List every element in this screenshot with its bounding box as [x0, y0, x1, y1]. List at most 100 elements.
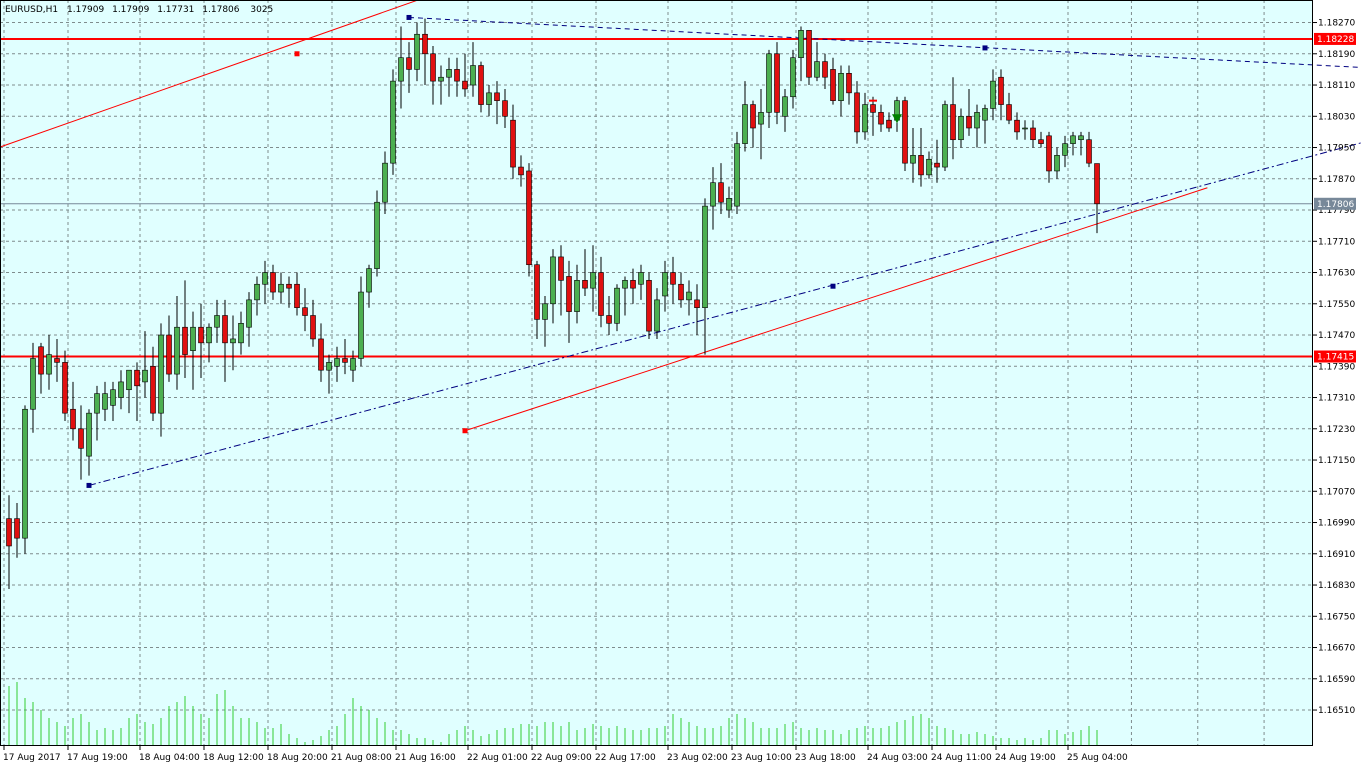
header-open: 1.17909 [67, 5, 104, 15]
candle [118, 370, 124, 410]
candle [542, 295, 548, 347]
candle-body [302, 307, 308, 316]
candle [254, 276, 260, 316]
candle-body [214, 315, 220, 328]
candle-body [62, 362, 68, 414]
price-tick-label: 1.17870 [1318, 175, 1355, 185]
candle [862, 92, 868, 140]
candle-body [550, 256, 556, 305]
candle-body [294, 283, 300, 308]
candle-body [310, 315, 316, 340]
candle [662, 260, 668, 312]
candle [326, 354, 332, 394]
time-tick-label: 22 Aug 09:00 [531, 753, 592, 763]
candle [614, 284, 620, 332]
candle [838, 65, 844, 117]
candle [446, 57, 452, 97]
header-symbol: EURUSD,H1 [5, 5, 58, 15]
candles [6, 18, 1100, 589]
time-tick-label: 24 Aug 19:00 [995, 753, 1056, 763]
candle-body [70, 408, 76, 430]
candle [702, 198, 708, 355]
candle-body [278, 283, 284, 293]
candle-body [750, 104, 756, 129]
candle-body [526, 170, 532, 266]
candle [318, 323, 324, 382]
candle [382, 151, 388, 214]
candle-body [614, 287, 620, 324]
candle-body [726, 198, 732, 211]
candle-body [646, 280, 652, 332]
candle [726, 186, 732, 218]
candle [46, 335, 52, 390]
candle [958, 108, 964, 148]
candle-body [998, 76, 1004, 105]
candle [94, 385, 100, 441]
time-tick-label: 17 Aug 19:00 [67, 753, 128, 763]
candle-body [934, 162, 940, 168]
candle [190, 311, 196, 390]
candle-body [134, 369, 140, 387]
candle [1078, 131, 1084, 156]
current-price-label: 1.17806 [1317, 200, 1354, 210]
candle-body [238, 323, 244, 344]
candle [150, 346, 156, 421]
candle [406, 42, 412, 93]
candle-body [86, 412, 92, 457]
candle [1038, 131, 1044, 148]
candle [422, 18, 428, 86]
candle-body [798, 30, 804, 58]
candle-body [782, 96, 788, 117]
time-tick-label: 18 Aug 04:00 [139, 753, 200, 763]
price-tick-label: 1.17390 [1318, 362, 1355, 372]
candle [926, 151, 932, 179]
price-tick-label: 1.17230 [1318, 425, 1355, 435]
candle-body [966, 115, 972, 129]
plot-area[interactable] [0, 0, 1313, 746]
trend-lines[interactable] [0, 0, 1362, 486]
candle [630, 268, 636, 304]
level-price-label: 1.18228 [1317, 35, 1354, 45]
price-tick-label: 1.16830 [1318, 581, 1355, 591]
sell-arrow-icon [892, 114, 902, 124]
chart-header: EURUSD,H1 1.17909 1.17909 1.17731 1.1780… [5, 5, 273, 15]
candle [526, 163, 532, 277]
candle [790, 49, 796, 109]
candle [782, 88, 788, 132]
candle [558, 245, 564, 316]
candle [982, 104, 988, 144]
time-tick-label: 23 Aug 02:00 [667, 753, 728, 763]
candle-body [766, 53, 772, 113]
trend-line [408, 16, 1362, 68]
candle [966, 88, 972, 136]
candle-body [390, 80, 396, 164]
candle [774, 42, 780, 125]
candle [510, 104, 516, 179]
candle-body [206, 326, 212, 344]
candle [166, 315, 172, 382]
price-tick-label: 1.16990 [1318, 519, 1355, 529]
candle [574, 264, 580, 324]
candle [998, 69, 1004, 121]
candle [1054, 147, 1060, 179]
price-tags: 1.18228 1.17415 1.17806 [1314, 32, 1356, 363]
candle-body [422, 33, 428, 55]
candle [294, 272, 300, 316]
candle [278, 272, 284, 304]
candle [950, 77, 956, 160]
candle [286, 276, 292, 308]
candle [22, 405, 28, 554]
candle-body [566, 276, 572, 312]
candle-body [222, 315, 228, 344]
candle [846, 65, 852, 105]
candle-body [326, 362, 332, 371]
candle [214, 299, 220, 343]
candle-body [582, 280, 588, 289]
candle-body [846, 73, 852, 94]
anchor-point-marker [982, 45, 988, 51]
candle-body [510, 119, 516, 168]
candle-body [694, 299, 700, 308]
candle [398, 26, 404, 109]
candle [1006, 92, 1012, 125]
